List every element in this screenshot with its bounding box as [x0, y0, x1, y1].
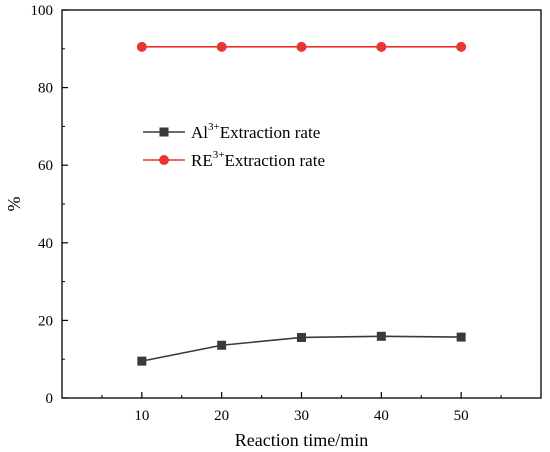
series-1: [137, 331, 466, 366]
legend-label-rest: Extraction rate: [220, 123, 321, 142]
series-layer: [136, 41, 467, 366]
x-tick-label: 20: [214, 408, 229, 424]
data-point-square: [137, 356, 147, 366]
data-point-square: [217, 340, 227, 350]
data-point-square: [297, 332, 306, 342]
y-tick-label: 20: [38, 313, 53, 329]
legend-label-rest: Extraction rate: [224, 151, 325, 170]
x-tick-label: 30: [294, 408, 309, 424]
x-axis-title: Reaction time/min: [235, 430, 368, 450]
legend-item-2: RE3+Extraction rate: [143, 149, 325, 170]
series-2: [136, 41, 467, 52]
legend-label: Al3+Extraction rate: [191, 121, 320, 142]
y-tick-label: 40: [38, 236, 53, 252]
legend-label: RE3+Extraction rate: [191, 149, 325, 170]
data-point-circle: [376, 41, 387, 52]
y-axis-title: %: [4, 197, 24, 212]
data-point-circle: [456, 41, 467, 52]
data-point-circle: [136, 41, 147, 52]
y-tick-label: 100: [31, 3, 54, 19]
y-tick-label: 0: [46, 391, 54, 407]
x-tick-label: 40: [374, 408, 389, 424]
legend-marker-square: [159, 127, 169, 137]
data-point-square: [456, 332, 466, 342]
legend-marker-circle: [159, 155, 169, 165]
legend-label-sup: 3+: [213, 149, 225, 161]
y-tick-label: 60: [38, 158, 53, 174]
x-tick-label: 50: [454, 408, 469, 424]
x-tick-label: 10: [134, 408, 149, 424]
legend-label-base: Al: [191, 123, 208, 142]
data-point-circle: [296, 41, 307, 52]
data-point-circle: [216, 41, 227, 52]
x-axis-ticks: 10 20 30 40 50: [101, 392, 502, 424]
data-point-square: [376, 331, 386, 341]
legend-item-1: Al3+Extraction rate: [143, 121, 320, 142]
legend-label-sup: 3+: [208, 121, 220, 133]
legend-label-base: RE: [191, 151, 213, 170]
y-tick-label: 80: [38, 81, 53, 97]
y-axis-ticks: 0 20 40 60 80 100: [31, 3, 68, 407]
